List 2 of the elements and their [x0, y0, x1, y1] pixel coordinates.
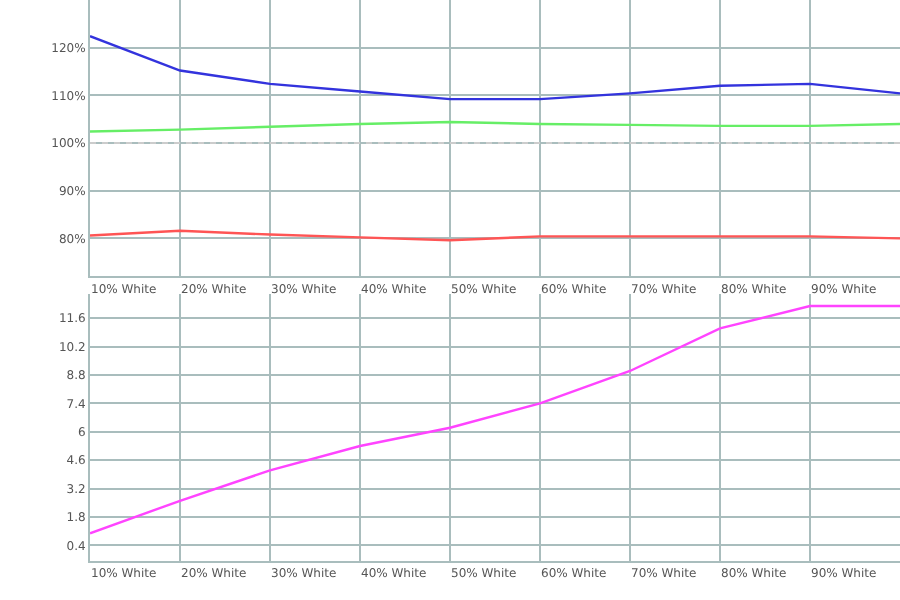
line-series	[90, 304, 900, 535]
line-series	[90, 35, 900, 101]
